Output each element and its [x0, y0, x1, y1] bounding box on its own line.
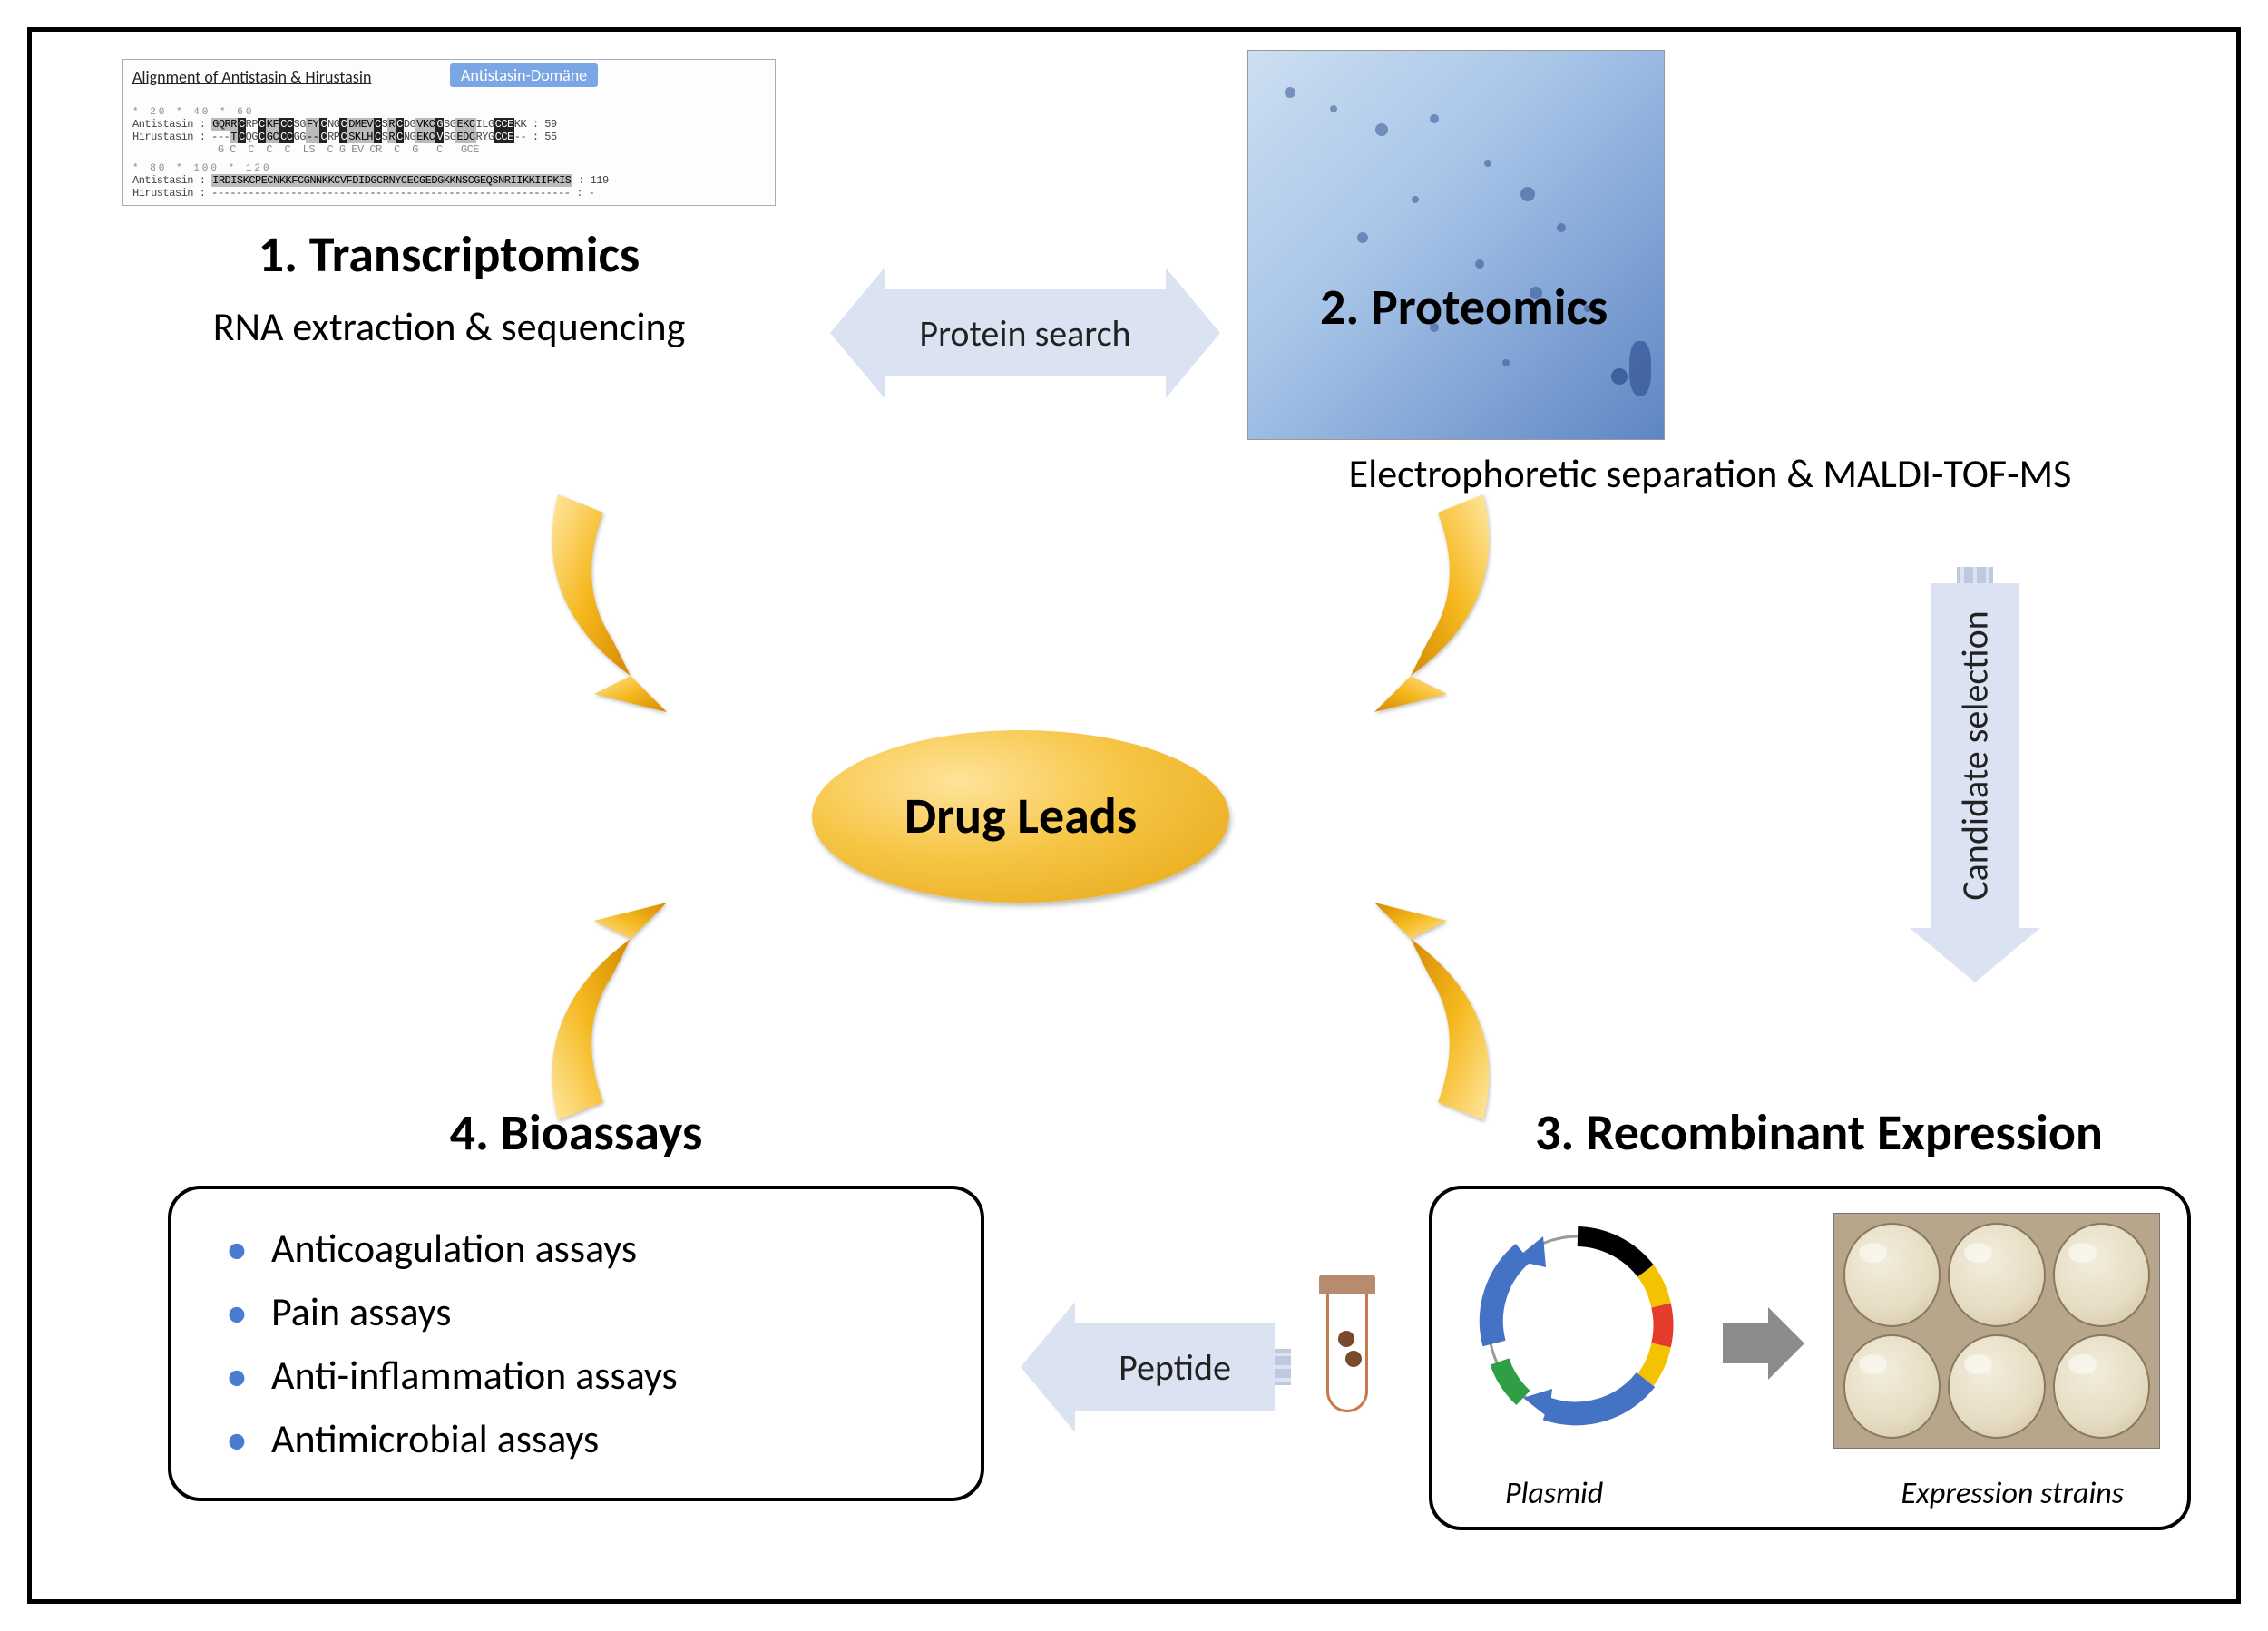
bioassays-list: Anticoagulation assays Pain assays Anti-… [208, 1216, 944, 1470]
figure-frame: Alignment of Antistasin & Hirustasin Ant… [27, 27, 2241, 1604]
plasmid-caption: Plasmid [1505, 1475, 1603, 1512]
strains-caption: Expression strains [1901, 1475, 2124, 1512]
transcriptomics-block: Alignment of Antistasin & Hirustasin Ant… [122, 59, 776, 351]
expression-strains-image [1833, 1213, 2160, 1449]
bioassays-panel: Anticoagulation assays Pain assays Anti-… [168, 1186, 984, 1501]
proteomics-title: 2. Proteomics [1320, 277, 1608, 338]
peptide-label: Peptide [1119, 1345, 1231, 1390]
bioassay-item: Anti-inflammation assays [226, 1343, 944, 1407]
drug-leads-ellipse: Drug Leads [812, 730, 1229, 903]
tube-icon [1320, 1275, 1374, 1412]
protein-search-arrow: Protein search [830, 268, 1220, 398]
gold-arrow-tr [1247, 458, 1520, 730]
alignment-row-4: Hirustasin : ---------------------------… [132, 187, 766, 200]
alignment-row-1: Antistasin : GQRRCRPCKFCCSGFYCNGCDMEVCSR… [132, 118, 766, 131]
proteomics-block: 2. Proteomics Electrophoretic separation… [1284, 50, 2191, 440]
plasmid-icon [1460, 1207, 1696, 1443]
alignment-ruler-2: * 80 * 100 * 120 [132, 163, 766, 174]
alignment-row-2: Hirustasin : ---TCQGCGCCCGG--CRPCSKLHCSR… [132, 131, 766, 143]
candidate-selection-label: Candidate selection [1953, 610, 1998, 900]
peptide-arrow: Peptide [1021, 1302, 1291, 1432]
alignment-consensus-1: G C C C C LS C G EV CR C G C GCE [132, 143, 766, 156]
alignment-figure: Alignment of Antistasin & Hirustasin Ant… [122, 59, 776, 206]
bioassay-item: Anticoagulation assays [226, 1216, 944, 1280]
candidate-selection-arrow: Candidate selection [1910, 567, 2040, 982]
gel-image [1247, 50, 1665, 440]
domain-pill: Antistasin-Domäne [450, 63, 598, 87]
recombinant-panel: Plasmid Expression strains [1429, 1186, 2191, 1530]
plasmid-to-strains-arrow [1723, 1307, 1804, 1380]
alignment-row-3: Antistasin : IRDISKCPECNKKFCGNNKKCVFDIDG… [132, 174, 766, 187]
alignment-ruler-1: * 20 * 40 * 60 [132, 107, 766, 118]
drug-leads-label: Drug Leads [904, 786, 1137, 847]
gold-arrow-tl [522, 458, 794, 730]
recombinant-title: 3. Recombinant Expression [1429, 1102, 2209, 1164]
transcriptomics-subtitle: RNA extraction & sequencing [122, 302, 776, 351]
bioassay-item: Pain assays [226, 1280, 944, 1343]
bioassays-block: 4. Bioassays Anticoagulation assays Pain… [168, 1102, 984, 1501]
bioassay-item: Antimicrobial assays [226, 1407, 944, 1470]
bioassays-title: 4. Bioassays [168, 1102, 984, 1164]
protein-search-label: Protein search [919, 311, 1130, 356]
alignment-header: Alignment of Antistasin & Hirustasin [132, 67, 766, 87]
recombinant-block: 3. Recombinant Expression Plasmid [1429, 1102, 2209, 1530]
transcriptomics-title: 1. Transcriptomics [122, 224, 776, 286]
